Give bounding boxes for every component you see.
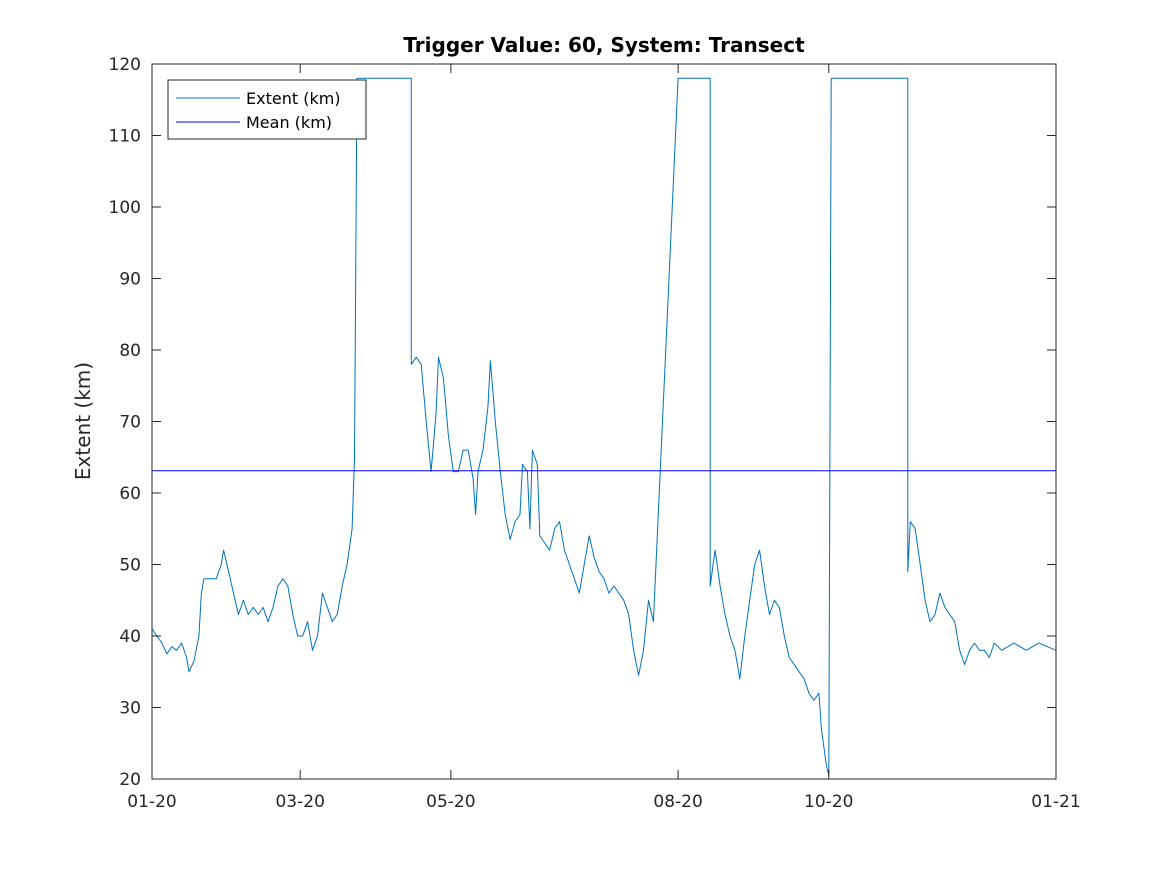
series-layer (151, 77, 1057, 776)
ticks-layer: 20 30 40 50 60 70 80 90 100 110 120 01-20 03-20 05-20… (109, 55, 1081, 812)
x-tick-label: 03-20 (275, 792, 324, 812)
y-tick-label: 80 (119, 341, 141, 361)
y-tick-label: 40 (119, 627, 141, 647)
x-tick-label: 05-20 (426, 792, 475, 812)
x-tick-label: 10-20 (804, 792, 853, 812)
y-tick-label: 100 (109, 198, 141, 218)
y-tick-label: 60 (119, 484, 141, 504)
y-tick-label: 30 (119, 699, 141, 719)
series-line-extent (151, 77, 1057, 776)
legend-label-mean: Mean (km) (246, 113, 332, 132)
y-tick-label: 90 (119, 270, 141, 290)
x-tick-label: 01-21 (1031, 792, 1080, 812)
axes-box (151, 63, 1057, 780)
y-tick-label: 110 (109, 127, 141, 147)
y-tick-label: 120 (109, 55, 141, 75)
x-tick-label: 08-20 (653, 792, 702, 812)
y-tick-label: 70 (119, 413, 141, 433)
y-tick-label: 20 (119, 770, 141, 790)
legend-label-extent: Extent (km) (246, 89, 341, 108)
legend: Extent (km) Mean (km) (167, 79, 367, 140)
x-tick-label: 01-20 (127, 792, 176, 812)
y-tick-label: 50 (119, 556, 141, 576)
y-axis-label: Extent (km) (71, 362, 95, 480)
chart-title: Trigger Value: 60, System: Transect (403, 33, 805, 57)
legend-box (167, 79, 367, 140)
plot-area (152, 64, 1056, 779)
